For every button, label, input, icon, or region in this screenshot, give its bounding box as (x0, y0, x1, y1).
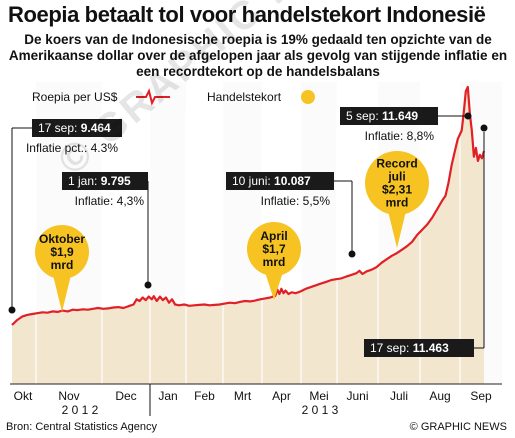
annotation-box (364, 339, 474, 357)
bubble-pointer (53, 275, 71, 312)
leader-dot (348, 250, 356, 258)
subtitle: De koers van de Indonesische roepia is 1… (8, 32, 508, 79)
x-tick-label: Sep (470, 389, 492, 403)
annotation-label: 5 sep: 11.649 (346, 109, 418, 123)
x-tick-label: Aug (429, 389, 450, 403)
annotation: 17 sep: 9.464 Inflatie pct.: 4.3% (8, 119, 122, 314)
bubble-text: Record (376, 157, 417, 171)
annotation-box (226, 172, 334, 190)
bubble-text: April (260, 229, 287, 243)
leader-dot (480, 124, 488, 132)
year-label: 2 0 1 2 (62, 403, 99, 417)
x-tick-label: Apr (272, 389, 291, 403)
leader-dot (464, 112, 472, 120)
annotation-box (62, 172, 148, 190)
x-tick-label: Nov (58, 389, 79, 403)
annotation-label: 1 jan: 9.795 (68, 174, 131, 188)
annotation-label: 17 sep: 9.464 (38, 121, 111, 135)
bubble-circle (35, 225, 89, 279)
x-tick-label: Jan (158, 389, 177, 403)
annotation-inflation: Inflatie pct.: 4.3% (26, 141, 118, 155)
annotation-label: 10 juni: 10.087 (232, 174, 311, 188)
bubble-text: $1,7 (262, 242, 286, 256)
leader-dot (144, 281, 152, 289)
source-note: Bron: Central Statistics Agency (6, 421, 158, 433)
legend-bubble-swatch (301, 90, 315, 104)
bubble-text: Oktober (39, 232, 85, 246)
bubble-pointer (388, 211, 406, 248)
x-tick-label: Okt (14, 389, 33, 403)
bubble-circle (247, 222, 301, 276)
bubble-text: $1,9 (50, 245, 74, 259)
x-tick-label: Mei (309, 389, 328, 403)
annotations: 17 sep: 9.464 Inflatie pct.: 4.3% 1 jan: 9… (8, 107, 488, 357)
bubble-circle (365, 151, 429, 215)
x-tick-label: Dec (115, 389, 136, 403)
legend-bubble-label: Handelstekort (207, 90, 282, 104)
bubble-text: mrd (386, 196, 409, 210)
legend-line-swatch (136, 88, 170, 106)
annotation-inflation: Inflatie: 5,5% (261, 194, 331, 208)
annotation-box (32, 119, 122, 137)
legend-line-label: Roepia per US$ (32, 90, 118, 104)
annotation: 10 juni: 10.087 Inflatie: 5,5% (226, 172, 356, 258)
page-title: Roepia betaalt tol voor handelstekort In… (8, 2, 486, 27)
annotation-label: 17 sep: 11.463 (370, 341, 449, 355)
x-tick-label: Juli (390, 389, 408, 403)
credit-note: © GRAPHIC NEWS (409, 421, 507, 433)
annotation-box (340, 107, 438, 125)
x-tick-label: Feb (194, 389, 215, 403)
annotation: 1 jan: 9.795 Inflatie: 4,3% (62, 172, 152, 289)
bubble-pointer (265, 272, 283, 300)
legend: Roepia per US$ Handelstekort (32, 88, 315, 106)
bubbles: Oktober$1,9mrdApril$1,7mrdRecordjuli$2,3… (35, 151, 429, 312)
annotation-inflation: Inflatie: 4,3% (75, 194, 145, 208)
x-axis: Okt Nov Dec Jan Feb Mrt Apr Mei Juni Juli Aug Sep 2 … (14, 384, 492, 417)
rupiah-line (11, 85, 486, 326)
annotation: 5 sep: 11.649 Inflatie: 8,8% (340, 107, 472, 143)
bubble-text: juli (387, 170, 405, 184)
annotation-inflation: Inflatie: 8,8% (365, 129, 435, 143)
bubble-text: mrd (51, 258, 74, 272)
bubble-text: $2,31 (382, 183, 412, 197)
annotation: 17 sep: 11.463 (364, 124, 488, 357)
area-fill (12, 87, 484, 384)
gridlines (10, 108, 502, 385)
x-tick-label: Mrt (234, 389, 252, 403)
x-tick-label: Juni (346, 389, 368, 403)
bubble-text: mrd (263, 255, 286, 269)
leader-dot (8, 306, 16, 314)
year-label: 2 0 1 3 (302, 403, 339, 417)
